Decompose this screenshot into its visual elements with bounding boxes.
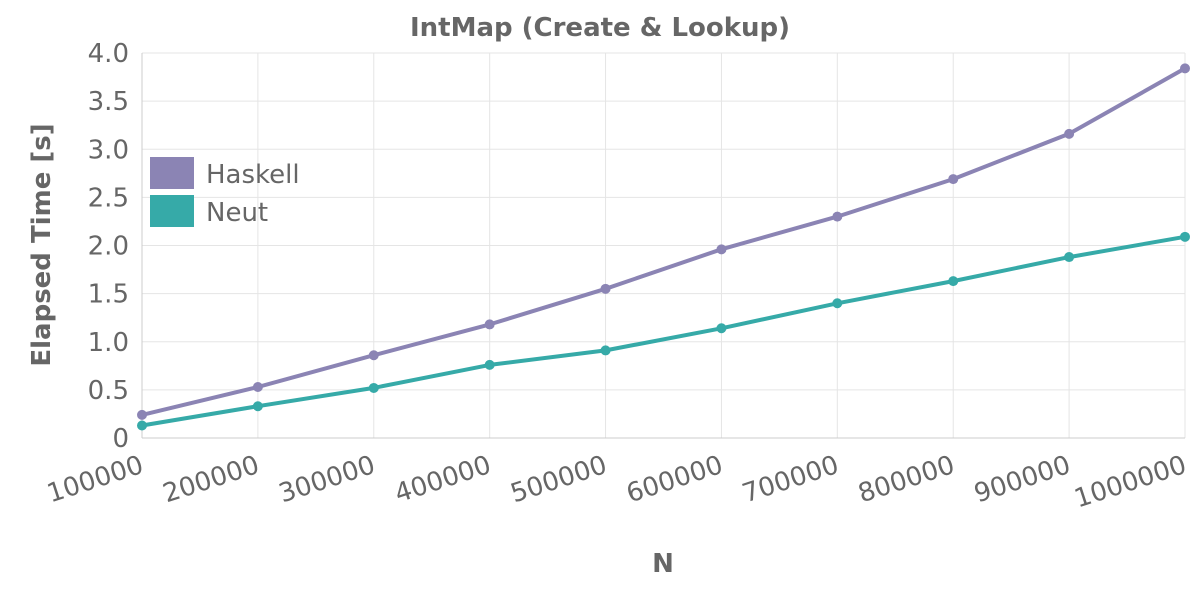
data-point-haskell: [716, 244, 727, 255]
x-tick-label: 200000: [159, 450, 263, 509]
x-tick-label: 900000: [971, 450, 1075, 509]
x-tick-label: 600000: [623, 450, 727, 509]
data-point-haskell: [137, 409, 147, 420]
x-tick-label: 700000: [739, 450, 843, 509]
data-point-neut: [1180, 231, 1190, 242]
data-point-neut: [137, 420, 147, 431]
y-tick-label: 0.5: [88, 376, 129, 406]
x-tick-label: 300000: [275, 450, 379, 509]
data-point-neut: [832, 298, 843, 309]
series-group: [137, 63, 1190, 431]
y-tick-label: 2.0: [88, 232, 129, 262]
chart-title: IntMap (Create & Lookup): [410, 13, 790, 43]
data-point-haskell: [832, 211, 843, 222]
data-point-haskell: [252, 381, 263, 392]
data-point-haskell: [600, 283, 611, 294]
y-tick-label: 1.0: [88, 328, 129, 358]
data-point-haskell: [1064, 128, 1075, 139]
legend-label-neut: Neut: [206, 198, 268, 228]
x-axis-label: N: [652, 549, 674, 579]
y-tick-label: 3.5: [88, 87, 129, 117]
y-axis-label: Elapsed Time [s]: [27, 123, 57, 366]
x-tick-label: 100000: [43, 450, 147, 509]
data-point-neut: [948, 276, 959, 287]
data-point-neut: [600, 345, 611, 356]
tick-labels: 0 0.5 1.0 1.5 2.0 2.5 3.0 3.5 4.0 100000 200000 300…: [43, 39, 1190, 514]
y-tick-label: 3.0: [88, 135, 129, 165]
data-point-haskell: [1180, 63, 1190, 74]
data-point-neut: [716, 323, 727, 334]
y-tick-label: 1.5: [88, 280, 129, 310]
series-line-neut: [140, 234, 1187, 428]
legend-swatch-haskell: [150, 157, 194, 189]
y-tick-label: 2.5: [88, 183, 129, 213]
data-point-neut: [1064, 252, 1075, 263]
series-line-haskell: [140, 66, 1187, 417]
legend-swatch-neut: [150, 195, 194, 227]
data-point-neut: [368, 382, 379, 393]
legend-label-haskell: Haskell: [206, 160, 300, 190]
axes: [141, 53, 1185, 439]
data-point-haskell: [368, 350, 379, 361]
y-tick-label: 4.0: [88, 39, 129, 69]
legend: Haskell Neut: [150, 157, 300, 228]
data-point-haskell: [484, 319, 495, 330]
data-point-haskell: [948, 174, 959, 185]
x-tick-label: 400000: [391, 450, 495, 509]
grid: [142, 52, 1186, 438]
y-tick-label: 0: [112, 424, 129, 454]
x-tick-label: 500000: [507, 450, 611, 509]
data-point-neut: [484, 359, 495, 370]
x-tick-label: 800000: [855, 450, 959, 509]
x-tick-label: 1000000: [1071, 450, 1190, 514]
data-point-neut: [252, 401, 263, 412]
